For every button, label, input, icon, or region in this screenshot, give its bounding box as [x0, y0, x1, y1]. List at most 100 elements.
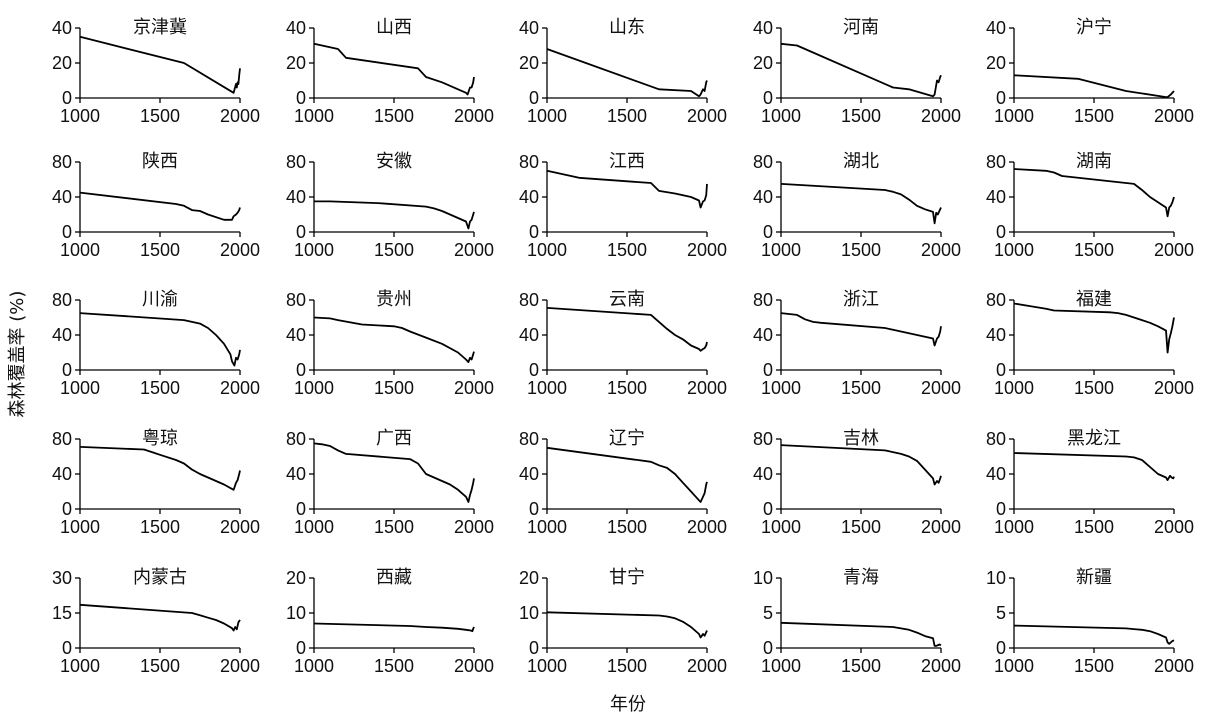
panel-title: 安徽	[376, 151, 412, 172]
y-tick-label: 40	[986, 464, 1006, 484]
y-tick-label: 30	[52, 568, 72, 588]
y-tick-label: 40	[286, 464, 306, 484]
y-tick-label: 80	[52, 429, 72, 449]
series-line	[546, 307, 708, 352]
x-tick-label: 2000	[921, 106, 961, 126]
panel-title: 京津冀	[133, 17, 187, 38]
series-line	[780, 621, 942, 647]
y-tick-label: 80	[753, 152, 773, 172]
y-tick-label: 0	[529, 222, 539, 242]
x-tick-label: 1000	[994, 240, 1034, 260]
x-tick-label: 1000	[294, 517, 334, 537]
y-tick-label: 40	[986, 187, 1006, 207]
x-axis-label: 年份	[610, 694, 646, 715]
y-tick-label: 20	[519, 568, 539, 588]
y-tick-label: 40	[52, 187, 72, 207]
y-tick-label: 0	[529, 638, 539, 658]
x-tick-label: 1000	[527, 240, 567, 260]
series-line	[79, 446, 241, 491]
y-tick-label: 0	[296, 499, 306, 519]
x-tick-label: 2000	[687, 517, 727, 537]
x-tick-label: 2000	[1154, 378, 1194, 398]
y-tick-label: 0	[529, 499, 539, 519]
x-tick-label: 1500	[1074, 656, 1114, 676]
x-tick-label: 1000	[761, 106, 801, 126]
y-tick-label: 40	[519, 464, 539, 484]
y-tick-label: 0	[62, 88, 72, 108]
x-tick-label: 2000	[921, 378, 961, 398]
y-tick-label: 5	[763, 603, 773, 623]
series-line	[780, 312, 942, 347]
panel: 0 20 40 1000 1500 2000 京津冀	[52, 17, 260, 126]
y-tick-label: 0	[62, 360, 72, 380]
y-tick-label: 0	[296, 222, 306, 242]
y-tick-label: 40	[52, 464, 72, 484]
series-line	[546, 446, 708, 503]
x-tick-label: 1500	[1074, 106, 1114, 126]
series-line	[780, 444, 942, 486]
panel: 0 40 80 1000 1500 2000 云南	[519, 289, 727, 398]
y-tick-label: 20	[286, 568, 306, 588]
x-tick-label: 1500	[841, 240, 881, 260]
panel-title: 广西	[376, 428, 412, 449]
panel: 0 40 80 1000 1500 2000 陕西	[52, 151, 260, 260]
y-tick-label: 10	[519, 603, 539, 623]
panel: 0 40 80 1000 1500 2000 粤琼	[52, 428, 260, 537]
series-line	[313, 622, 475, 633]
series-line	[1013, 74, 1175, 98]
panel-title: 甘宁	[609, 567, 645, 588]
x-tick-label: 1500	[607, 240, 647, 260]
x-tick-label: 1000	[761, 378, 801, 398]
y-tick-label: 80	[753, 290, 773, 310]
x-tick-label: 1000	[60, 656, 100, 676]
y-tick-label: 80	[286, 290, 306, 310]
panel: 0 40 80 1000 1500 2000 湖北	[753, 151, 961, 260]
panel-title: 新疆	[1076, 567, 1112, 588]
x-tick-label: 1500	[607, 378, 647, 398]
y-tick-label: 80	[52, 152, 72, 172]
y-tick-label: 0	[763, 638, 773, 658]
y-tick-label: 40	[753, 18, 773, 38]
y-tick-label: 0	[529, 88, 539, 108]
y-tick-label: 20	[519, 53, 539, 73]
x-tick-label: 2000	[921, 656, 961, 676]
y-tick-label: 80	[986, 152, 1006, 172]
y-tick-label: 0	[763, 88, 773, 108]
x-tick-label: 2000	[220, 378, 260, 398]
y-tick-label: 0	[62, 638, 72, 658]
y-tick-label: 40	[519, 187, 539, 207]
y-tick-label: 40	[519, 325, 539, 345]
panel-title: 山东	[609, 17, 645, 38]
x-tick-label: 1500	[374, 378, 414, 398]
x-tick-label: 1000	[527, 106, 567, 126]
panel: 0 10 20 1000 1500 2000 甘宁	[519, 567, 727, 676]
x-tick-label: 2000	[454, 106, 494, 126]
series-line	[1013, 168, 1175, 218]
x-tick-label: 1000	[761, 517, 801, 537]
x-tick-label: 1500	[140, 656, 180, 676]
panel: 0 20 40 1000 1500 2000 沪宁	[986, 17, 1194, 126]
x-tick-label: 2000	[921, 240, 961, 260]
series-line	[79, 312, 241, 367]
y-tick-label: 80	[753, 429, 773, 449]
series-line	[546, 48, 708, 98]
x-tick-label: 1500	[607, 517, 647, 537]
x-tick-label: 2000	[220, 106, 260, 126]
x-tick-label: 1000	[527, 378, 567, 398]
y-tick-label: 5	[996, 603, 1006, 623]
y-tick-label: 40	[52, 325, 72, 345]
x-tick-label: 1000	[527, 656, 567, 676]
y-tick-label: 0	[296, 360, 306, 380]
panel-title: 江西	[609, 151, 645, 172]
x-tick-label: 2000	[687, 106, 727, 126]
y-tick-label: 0	[996, 222, 1006, 242]
x-tick-label: 1000	[294, 240, 334, 260]
y-tick-label: 0	[296, 88, 306, 108]
x-tick-label: 2000	[220, 656, 260, 676]
y-tick-label: 0	[763, 360, 773, 380]
x-tick-label: 2000	[454, 517, 494, 537]
y-tick-label: 0	[529, 360, 539, 380]
panel-title: 内蒙古	[133, 567, 187, 588]
